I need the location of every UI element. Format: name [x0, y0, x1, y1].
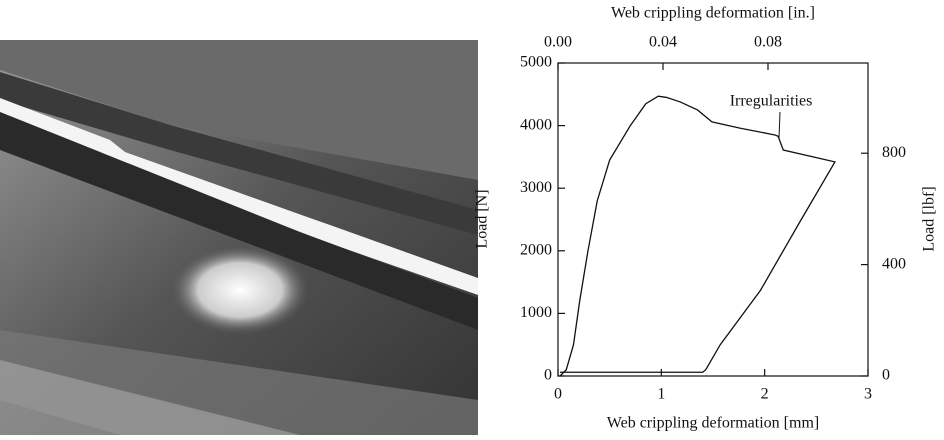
- page: {"chart_data": {"type": "line", "xlabel"…: [0, 0, 944, 440]
- plot-frame: [558, 63, 868, 376]
- x2-tick-label: 0.04: [649, 34, 677, 51]
- y-tick-label: 3000: [520, 179, 552, 196]
- x-tick-label: 3: [864, 386, 872, 403]
- y2-axis-label: Load [lbf]: [921, 186, 938, 251]
- y-tick-label: 1000: [520, 304, 552, 321]
- x-tick-label: 0: [554, 386, 562, 403]
- figure: Web crippling deformation [in.] Web crip…: [0, 0, 944, 435]
- x-tick-label: 1: [657, 386, 665, 403]
- y-tick-label: 0: [544, 367, 552, 384]
- load-curve: [560, 96, 835, 376]
- y2-tick-label: 800: [882, 144, 906, 161]
- y-tick-label: 4000: [520, 116, 552, 133]
- y-tick-label: 5000: [520, 54, 552, 71]
- annotation-leader: [779, 112, 780, 138]
- x2-tick-label: 0.00: [544, 34, 572, 51]
- x2-tick-label: 0.08: [754, 34, 782, 51]
- y-tick-label: 2000: [520, 241, 552, 258]
- x2-axis-label: Web crippling deformation [in.]: [611, 5, 815, 22]
- x-axis-label: Web crippling deformation [mm]: [607, 415, 819, 432]
- y2-tick-label: 0: [882, 367, 890, 384]
- photo: [0, 40, 478, 435]
- x-tick-label: 2: [761, 386, 769, 403]
- y2-tick-label: 400: [882, 255, 906, 272]
- annotation: Irregularities: [730, 93, 813, 110]
- y-axis-label: Load [N]: [474, 189, 491, 248]
